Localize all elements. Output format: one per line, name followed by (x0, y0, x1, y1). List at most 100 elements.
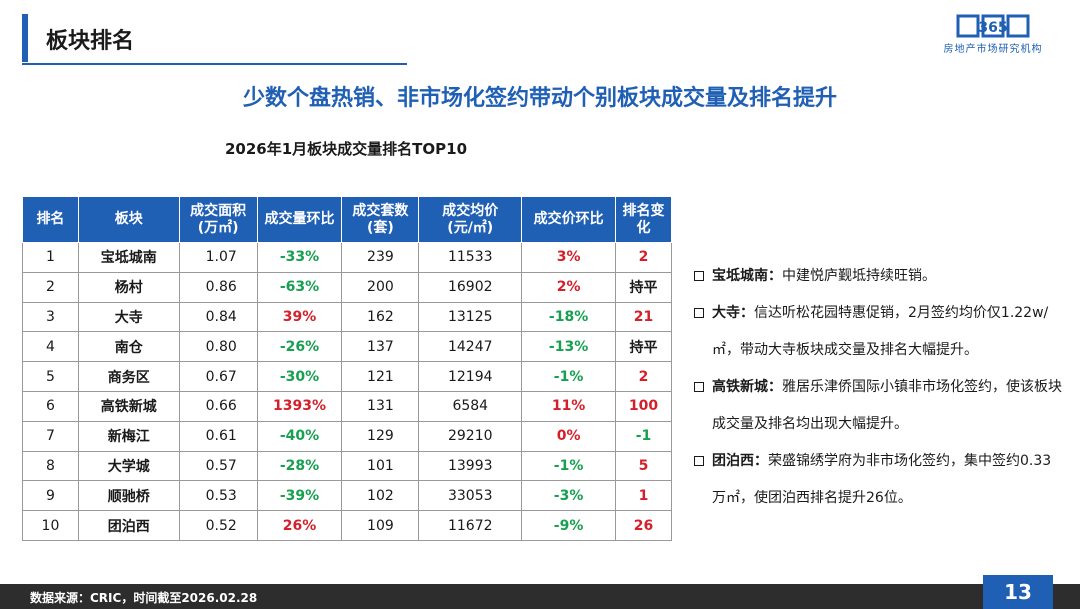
area-mom-cell: -39% (256, 480, 343, 512)
area-cell: 0.80 (178, 331, 258, 363)
price-mom-cell: -1% (521, 361, 617, 392)
units-cell: 121 (341, 361, 420, 392)
rank-cell: 5 (22, 361, 79, 392)
price-cell: 29210 (418, 420, 523, 452)
name-cell: 杨村 (77, 271, 180, 303)
area-cell: 0.53 (178, 480, 258, 512)
name-cell: 商务区 (77, 361, 180, 392)
rank-cell: 6 (22, 390, 79, 422)
price-mom-cell: 2% (521, 271, 617, 303)
table-row: 1 宝坻城南 1.07 -33% 239 11533 3% 2 (22, 242, 672, 273)
logo-text: 房地产市场研究机构 (943, 44, 1043, 55)
rank-change-cell: 100 (615, 390, 672, 422)
rank-change-cell: 26 (615, 510, 672, 541)
units-cell: 129 (341, 420, 420, 452)
area-mom-cell: -28% (256, 450, 343, 482)
price-mom-cell: -1% (521, 450, 617, 482)
page-title: 板块排名 (46, 29, 135, 54)
price-mom-cell: 11% (521, 390, 617, 422)
col-header-text: 成交价环比 (533, 211, 604, 227)
price-mom-cell: -9% (521, 510, 617, 541)
col-name-header: 板块 (77, 196, 180, 243)
rank-change-cell: -1 (615, 420, 672, 452)
col-header-text: 成交量环比 (264, 211, 335, 227)
rank-change-cell: 5 (615, 450, 672, 482)
area-cell: 0.57 (178, 450, 258, 482)
checkbox-bullet-icon (694, 456, 704, 466)
area-mom-cell: -30% (256, 361, 343, 392)
col-header-text: 板块 (114, 211, 143, 227)
price-cell: 13993 (418, 450, 523, 482)
name-cell: 团泊西 (77, 510, 180, 541)
rank-change-cell: 持平 (615, 271, 672, 303)
note-label: 团泊西： (712, 453, 768, 469)
col-rank-header: 排名 (22, 196, 79, 243)
name-cell: 顺驰桥 (77, 480, 180, 512)
headline: 少数个盘热销、非市场化签约带动个别板块成交量及排名提升 (242, 86, 837, 111)
area-cell: 0.86 (178, 271, 258, 303)
rank-cell: 4 (22, 331, 79, 363)
rank-cell: 9 (22, 480, 79, 512)
note-label: 宝坻城南： (712, 268, 782, 284)
area-mom-cell: -33% (256, 242, 343, 273)
rank-cell: 10 (22, 510, 79, 541)
table-row: 7 新梅江 0.61 -40% 129 29210 0% -1 (22, 420, 672, 452)
area-mom-cell: -26% (256, 331, 343, 363)
area-mom-cell: 26% (256, 510, 343, 541)
rank-cell: 2 (22, 271, 79, 303)
checkbox-bullet-icon (694, 382, 704, 392)
page-number: 13 (983, 575, 1053, 609)
ranking-table: 排名 板块 成交面积 (万㎡) 成交量环比 成交套数 (套) 成交均价 (元/㎡… (22, 196, 672, 541)
col-area-header: 成交面积 (万㎡) (178, 196, 258, 243)
price-mom-cell: -13% (521, 331, 617, 363)
area-mom-cell: -40% (256, 420, 343, 452)
name-cell: 宝坻城南 (77, 242, 180, 273)
note-text: 中建悦庐觐坻持续旺销。 (782, 268, 936, 284)
rank-cell: 7 (22, 420, 79, 452)
table-header-row: 排名 板块 成交面积 (万㎡) 成交量环比 成交套数 (套) 成交均价 (元/㎡… (22, 196, 672, 243)
note-item: 宝坻城南：中建悦庐觐坻持续旺销。 (694, 258, 1064, 295)
note-item: 大寺：信达听松花园特惠促销，2月签约均价仅1.22w/㎡，带动大寺板块成交量及排… (694, 295, 1064, 369)
price-mom-cell: -3% (521, 480, 617, 512)
table-row: 6 高铁新城 0.66 1393% 131 6584 11% 100 (22, 390, 672, 422)
rank-change-cell: 21 (615, 301, 672, 333)
units-cell: 200 (341, 271, 420, 303)
col-price-header: 成交均价 (元/㎡) (418, 196, 523, 243)
area-cell: 0.84 (178, 301, 258, 333)
area-cell: 0.61 (178, 420, 258, 452)
table-title: 2026年1月板块成交量排名TOP10 (225, 140, 468, 158)
units-cell: 102 (341, 480, 420, 512)
table-row: 2 杨村 0.86 -63% 200 16902 2% 持平 (22, 271, 672, 303)
price-cell: 16902 (418, 271, 523, 303)
note-label: 大寺： (712, 305, 754, 321)
units-cell: 131 (341, 390, 420, 422)
price-mom-cell: 0% (521, 420, 617, 452)
name-cell: 高铁新城 (77, 390, 180, 422)
note-item: 高铁新城：雅居乐津侨国际小镇非市场化签约，使该板块成交量及排名均出现大幅提升。 (694, 369, 1064, 443)
area-cell: 1.07 (178, 242, 258, 273)
col-price-mom-header: 成交价环比 (521, 196, 617, 243)
units-cell: 162 (341, 301, 420, 333)
logo-mark: 365 (978, 20, 1007, 36)
col-header-text: 排名 (36, 211, 65, 227)
table-row: 3 大寺 0.84 39% 162 13125 -18% 21 (22, 301, 672, 333)
col-header-text: 排名变 化 (622, 202, 665, 236)
note-text: 信达听松花园特惠促销，2月签约均价仅1.22w/㎡，带动大寺板块成交量及排名大幅… (712, 305, 1049, 358)
checkbox-bullet-icon (694, 308, 704, 318)
price-cell: 12194 (418, 361, 523, 392)
rank-change-cell: 1 (615, 480, 672, 512)
units-cell: 109 (341, 510, 420, 541)
area-cell: 0.67 (178, 361, 258, 392)
table-row: 10 团泊西 0.52 26% 109 11672 -9% 26 (22, 510, 672, 541)
price-mom-cell: 3% (521, 242, 617, 273)
rank-change-cell: 2 (615, 242, 672, 273)
col-area-mom-header: 成交量环比 (256, 196, 343, 243)
logo-icon: 365 (956, 14, 1030, 38)
price-cell: 6584 (418, 390, 523, 422)
col-header-text: 成交套数 (套) (352, 202, 409, 236)
price-cell: 13125 (418, 301, 523, 333)
price-cell: 11672 (418, 510, 523, 541)
table-row: 8 大学城 0.57 -28% 101 13993 -1% 5 (22, 450, 672, 482)
note-label: 高铁新城： (712, 379, 782, 395)
data-source: 数据来源：CRIC，时间截至2026.02.28 (30, 591, 258, 605)
